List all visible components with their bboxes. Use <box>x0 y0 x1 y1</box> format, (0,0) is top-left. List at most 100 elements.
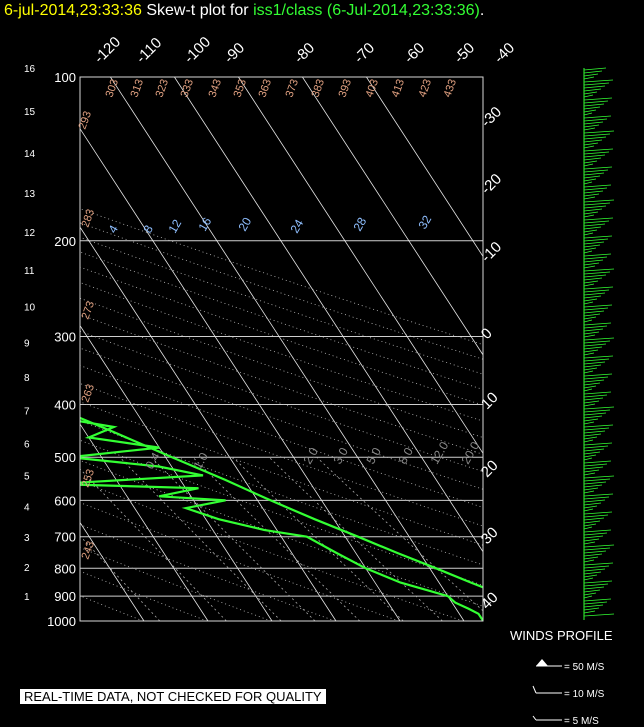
top-temperature-tick: -90 <box>221 39 248 66</box>
wind-barb <box>583 70 603 74</box>
wind-barb <box>583 223 606 227</box>
wind-barb <box>583 505 598 509</box>
wind-barb <box>583 229 598 233</box>
pressure-tick-label: 600 <box>54 493 76 508</box>
dry-adiabat <box>80 314 483 455</box>
dry-adiabat <box>80 222 483 360</box>
isotherm <box>80 127 401 621</box>
wind-legend-pennant <box>536 659 548 666</box>
wind-barb <box>583 358 610 362</box>
wind-legend-label: = 5 M/S <box>564 716 599 727</box>
wind-barb <box>583 232 594 236</box>
wind-barb <box>583 211 599 215</box>
wind-barb <box>583 472 596 476</box>
mixing-ratio-label: 24 <box>287 217 306 236</box>
dry-adiabat <box>80 251 483 390</box>
dry-adiabat-label: 323 <box>154 78 172 99</box>
mixing-ratio-line <box>316 456 483 612</box>
wind-barb <box>583 325 608 329</box>
wind-barb <box>583 247 597 251</box>
wind-barb <box>583 511 613 515</box>
wind-barb <box>583 121 604 125</box>
wind-barb <box>583 115 612 119</box>
height-km-label: 12 <box>24 228 36 239</box>
height-km-label: 11 <box>24 266 35 277</box>
wind-barb <box>583 262 600 266</box>
lower-mixing-label: 2.0 <box>300 445 321 467</box>
wind-barb <box>583 301 594 305</box>
wind-barb <box>583 448 605 452</box>
wind-barb <box>583 613 615 617</box>
wind-barb <box>583 217 614 221</box>
height-km-label: 10 <box>24 303 36 314</box>
wind-barb <box>583 535 604 539</box>
top-temperature-tick: -100 <box>181 34 214 67</box>
wind-profile-title: WINDS PROFILE <box>510 628 613 643</box>
isotherm <box>110 77 465 621</box>
wind-barb <box>583 553 603 557</box>
wind-legend-label: = 50 M/S <box>564 662 605 673</box>
dry-adiabat <box>80 382 483 527</box>
top-temperature-tick: -50 <box>451 39 478 66</box>
isotherm <box>238 77 483 455</box>
isotherm <box>80 423 209 621</box>
wind-barb <box>583 604 604 608</box>
wind-barb <box>583 469 600 473</box>
height-km-label: 3 <box>24 533 30 544</box>
wind-barb <box>583 574 598 578</box>
top-temperature-tick: -120 <box>91 34 124 67</box>
plot-frame <box>79 76 484 622</box>
dry-adiabat <box>80 208 483 346</box>
dry-adiabat <box>80 524 336 621</box>
isotherm <box>174 77 483 553</box>
wind-barb <box>583 556 599 560</box>
pressure-tick-label: 900 <box>54 589 76 604</box>
top-temperature-tick: -60 <box>401 39 428 66</box>
dewpoint-profile-line <box>80 420 483 621</box>
dry-adiabat <box>80 459 483 607</box>
wind-barb <box>583 190 604 194</box>
dry-adiabat-label: 243 <box>80 540 98 561</box>
height-km-label: 7 <box>24 407 30 418</box>
height-km-label: 16 <box>24 64 36 75</box>
wind-barb <box>583 361 606 365</box>
dry-adiabat-label: 393 <box>337 78 355 99</box>
wind-barb <box>583 319 593 323</box>
wind-barb <box>583 241 605 245</box>
right-temperature-tick: -20 <box>478 170 505 197</box>
pressure-tick-label: 300 <box>54 330 76 345</box>
mixing-ratio-line <box>80 468 227 621</box>
dry-adiabat-label: 273 <box>80 300 98 321</box>
wind-barb <box>583 184 612 188</box>
wind-barb <box>583 577 594 581</box>
dry-adiabat-label: 293 <box>77 110 95 131</box>
wind-barb <box>583 94 594 98</box>
wind-barb <box>583 127 596 131</box>
dry-adiabat <box>80 547 272 621</box>
wind-barb <box>583 532 608 536</box>
wind-barb <box>583 331 600 335</box>
wind-barb <box>583 364 602 368</box>
wind-barb <box>583 175 601 179</box>
pressure-tick-label: 100 <box>54 70 76 85</box>
wind-barb <box>583 370 594 374</box>
wind-barb <box>583 388 593 392</box>
right-temperature-tick: 10 <box>478 389 502 413</box>
wind-barb <box>583 586 605 590</box>
wind-barb <box>583 484 603 488</box>
wind-barb <box>583 256 608 260</box>
wind-barb <box>583 547 611 551</box>
isotherm <box>80 521 145 621</box>
dry-adiabat-label: 373 <box>284 78 302 99</box>
wind-barb <box>583 349 599 353</box>
wind-barb <box>583 430 606 434</box>
wind-barb <box>583 427 610 431</box>
timestamp: 6-jul-2014,23:33:36 <box>4 2 142 19</box>
lower-mixing-label: 3.0 <box>330 445 351 467</box>
title-suffix: . <box>479 2 485 19</box>
wind-barb <box>583 346 603 350</box>
wind-barb <box>583 373 613 377</box>
wind-barb <box>583 457 593 461</box>
wind-barb <box>583 571 602 575</box>
wind-barb <box>583 124 600 128</box>
